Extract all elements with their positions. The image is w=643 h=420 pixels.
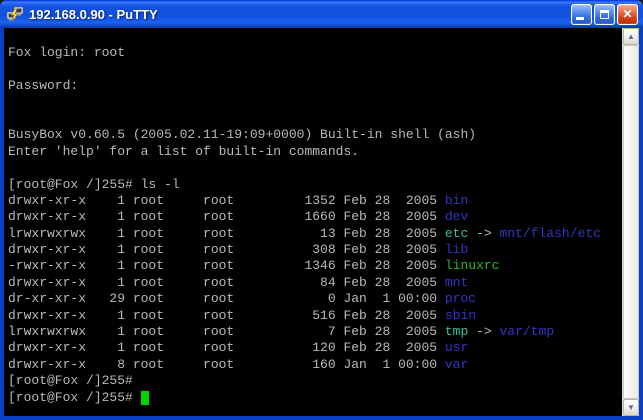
terminal-text: lrwxrwxrwx 1 root root 13 Feb 28 2005 xyxy=(8,225,445,241)
terminal-text: -> xyxy=(468,324,500,340)
terminal-line: lrwxrwxrwx 1 root root 7 Feb 28 2005 tmp… xyxy=(8,324,622,340)
terminal-text: tmp xyxy=(444,324,469,340)
terminal-text: mnt/flash/etc xyxy=(499,225,601,241)
terminal-line: Enter 'help' for a list of built-in comm… xyxy=(8,144,622,160)
terminal-line: -rwxr-xr-x 1 root root 1346 Feb 28 2005 … xyxy=(8,258,622,274)
terminal-text: BusyBox v0.60.5 (2005.02.11-19:09+0000) … xyxy=(8,127,477,143)
terminal-frame: Fox login: root Password: BusyBox v0.60.5 … xyxy=(4,28,639,416)
terminal-text: drwxr-xr-x 1 root root 308 Feb 28 2005 xyxy=(8,242,445,258)
terminal-text: sbin xyxy=(444,307,477,323)
terminal-line: [root@Fox /]255# ls -l xyxy=(8,177,622,193)
terminal-text: drwxr-xr-x 1 root root 1352 Feb 28 2005 xyxy=(8,192,445,208)
terminal-text: -rwxr-xr-x 1 root root 1346 Feb 28 2005 xyxy=(8,258,445,274)
terminal-text: proc xyxy=(444,291,477,307)
terminal-text: Fox login: root xyxy=(8,45,126,61)
terminal-line: drwxr-xr-x 1 root root 120 Feb 28 2005 u… xyxy=(8,340,622,356)
title-bar[interactable]: 192.168.0.90 - PuTTY ✕ xyxy=(0,0,643,28)
terminal-line: drwxr-xr-x 1 root root 84 Feb 28 2005 mn… xyxy=(8,275,622,291)
terminal-text: drwxr-xr-x 1 root root 1660 Feb 28 2005 xyxy=(8,209,445,225)
terminal-text: etc xyxy=(444,225,469,241)
window-title: 192.168.0.90 - PuTTY xyxy=(29,6,158,22)
terminal-line xyxy=(8,29,622,45)
scroll-up-button[interactable]: ▲ xyxy=(623,28,639,45)
terminal-line xyxy=(8,95,622,111)
terminal-line: lrwxrwxrwx 1 root root 13 Feb 28 2005 et… xyxy=(8,226,622,242)
terminal-line: [root@Fox /]255# xyxy=(8,390,622,406)
scroll-down-icon: ▼ xyxy=(627,403,635,412)
terminal-text: drwxr-xr-x 1 root root 84 Feb 28 2005 xyxy=(8,274,445,290)
terminal-text: [root@Fox /]255# xyxy=(8,389,141,405)
terminal-text: [root@Fox /]255# xyxy=(8,373,133,389)
terminal-line: BusyBox v0.60.5 (2005.02.11-19:09+0000) … xyxy=(8,127,622,143)
terminal-line: drwxr-xr-x 1 root root 1352 Feb 28 2005 … xyxy=(8,193,622,209)
maximize-button[interactable] xyxy=(594,3,615,25)
scroll-down-button[interactable]: ▼ xyxy=(623,399,639,416)
terminal-text: -> xyxy=(468,225,500,241)
terminal-line: drwxr-xr-x 1 root root 516 Feb 28 2005 s… xyxy=(8,308,622,324)
terminal-line xyxy=(8,62,622,78)
terminal-text: drwxr-xr-x 8 root root 160 Jan 1 00:00 xyxy=(8,356,445,372)
terminal-text: mnt xyxy=(444,274,469,290)
terminal-line: dr-xr-xr-x 29 root root 0 Jan 1 00:00 pr… xyxy=(8,291,622,307)
terminal-line: Password: xyxy=(8,78,622,94)
minimize-button[interactable] xyxy=(571,3,592,25)
terminal-line: Fox login: root xyxy=(8,45,622,61)
terminal-line xyxy=(8,160,622,176)
terminal-text: [root@Fox /]255# ls -l xyxy=(8,176,180,192)
close-icon: ✕ xyxy=(622,6,633,21)
putty-icon[interactable] xyxy=(6,6,24,22)
terminal-screen[interactable]: Fox login: root Password: BusyBox v0.60.5 … xyxy=(4,28,622,416)
maximize-icon xyxy=(600,9,609,19)
scroll-up-icon: ▲ xyxy=(627,32,635,41)
terminal-text: lrwxrwxrwx 1 root root 7 Feb 28 2005 xyxy=(8,324,445,340)
close-button[interactable]: ✕ xyxy=(617,3,638,25)
scrollbar: ▲ ▼ xyxy=(622,28,639,416)
terminal-text: var/tmp xyxy=(499,324,555,340)
terminal-line: [root@Fox /]255# xyxy=(8,373,622,389)
terminal-text: linuxrc xyxy=(444,258,500,274)
minimize-icon xyxy=(576,16,584,20)
scrollbar-thumb[interactable] xyxy=(623,45,639,399)
terminal-text: Enter 'help' for a list of built-in comm… xyxy=(8,143,360,159)
terminal-text: Password: xyxy=(8,78,79,94)
terminal-text: drwxr-xr-x 1 root root 120 Feb 28 2005 xyxy=(8,340,445,356)
window-controls: ✕ xyxy=(571,3,638,25)
terminal-text: drwxr-xr-x 1 root root 516 Feb 28 2005 xyxy=(8,307,445,323)
terminal-line: drwxr-xr-x 1 root root 1660 Feb 28 2005 … xyxy=(8,209,622,225)
terminal-text: dev xyxy=(444,209,469,225)
terminal-line xyxy=(8,111,622,127)
terminal-text: var xyxy=(444,356,469,372)
terminal-line: drwxr-xr-x 1 root root 308 Feb 28 2005 l… xyxy=(8,242,622,258)
terminal-text: usr xyxy=(444,340,469,356)
terminal-text: lib xyxy=(444,242,469,258)
terminal-text: bin xyxy=(444,192,469,208)
terminal-text: dr-xr-xr-x 29 root root 0 Jan 1 00:00 xyxy=(8,291,445,307)
terminal-cursor xyxy=(140,390,149,405)
terminal-line: drwxr-xr-x 8 root root 160 Jan 1 00:00 v… xyxy=(8,357,622,373)
